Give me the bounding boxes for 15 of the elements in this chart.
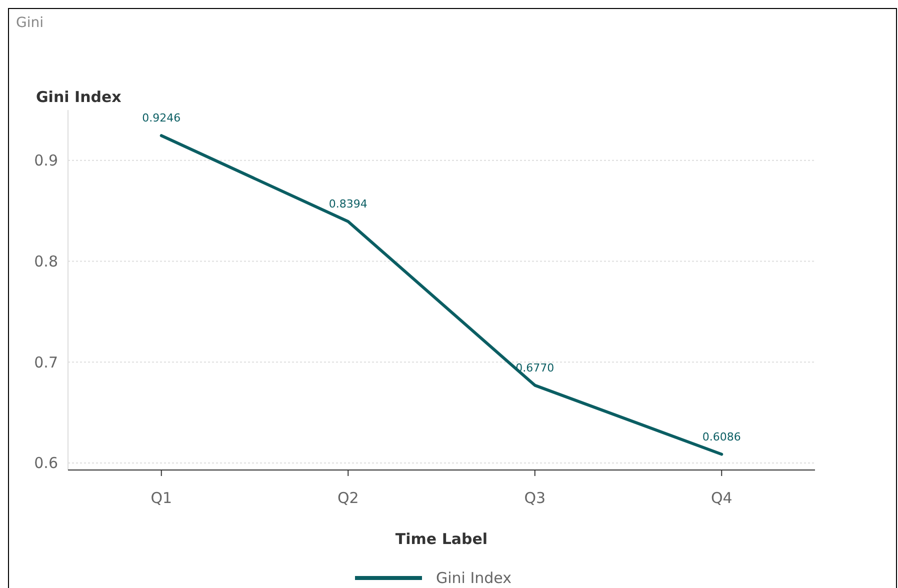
x-axis-title: Time Label: [395, 530, 488, 548]
y-tick-label: 0.7: [34, 353, 58, 372]
y-tick-label: 0.6: [34, 454, 58, 472]
x-tick-label: Q1: [150, 489, 172, 507]
y-axis-title: Gini Index: [36, 88, 122, 106]
x-tick-label: Q3: [524, 489, 546, 507]
text: 0.6086: [702, 430, 741, 444]
y-tick-label: 0.9: [34, 152, 58, 170]
y-tick-label: 0.8: [34, 252, 58, 271]
x-tick-label: Q4: [710, 489, 732, 507]
legend-label: Gini Index: [436, 569, 512, 587]
chart-title: Gini: [16, 15, 44, 31]
text: 0.8394: [328, 198, 368, 211]
x-tick-label: Q2: [337, 489, 359, 507]
text: 0.9246: [142, 112, 181, 125]
